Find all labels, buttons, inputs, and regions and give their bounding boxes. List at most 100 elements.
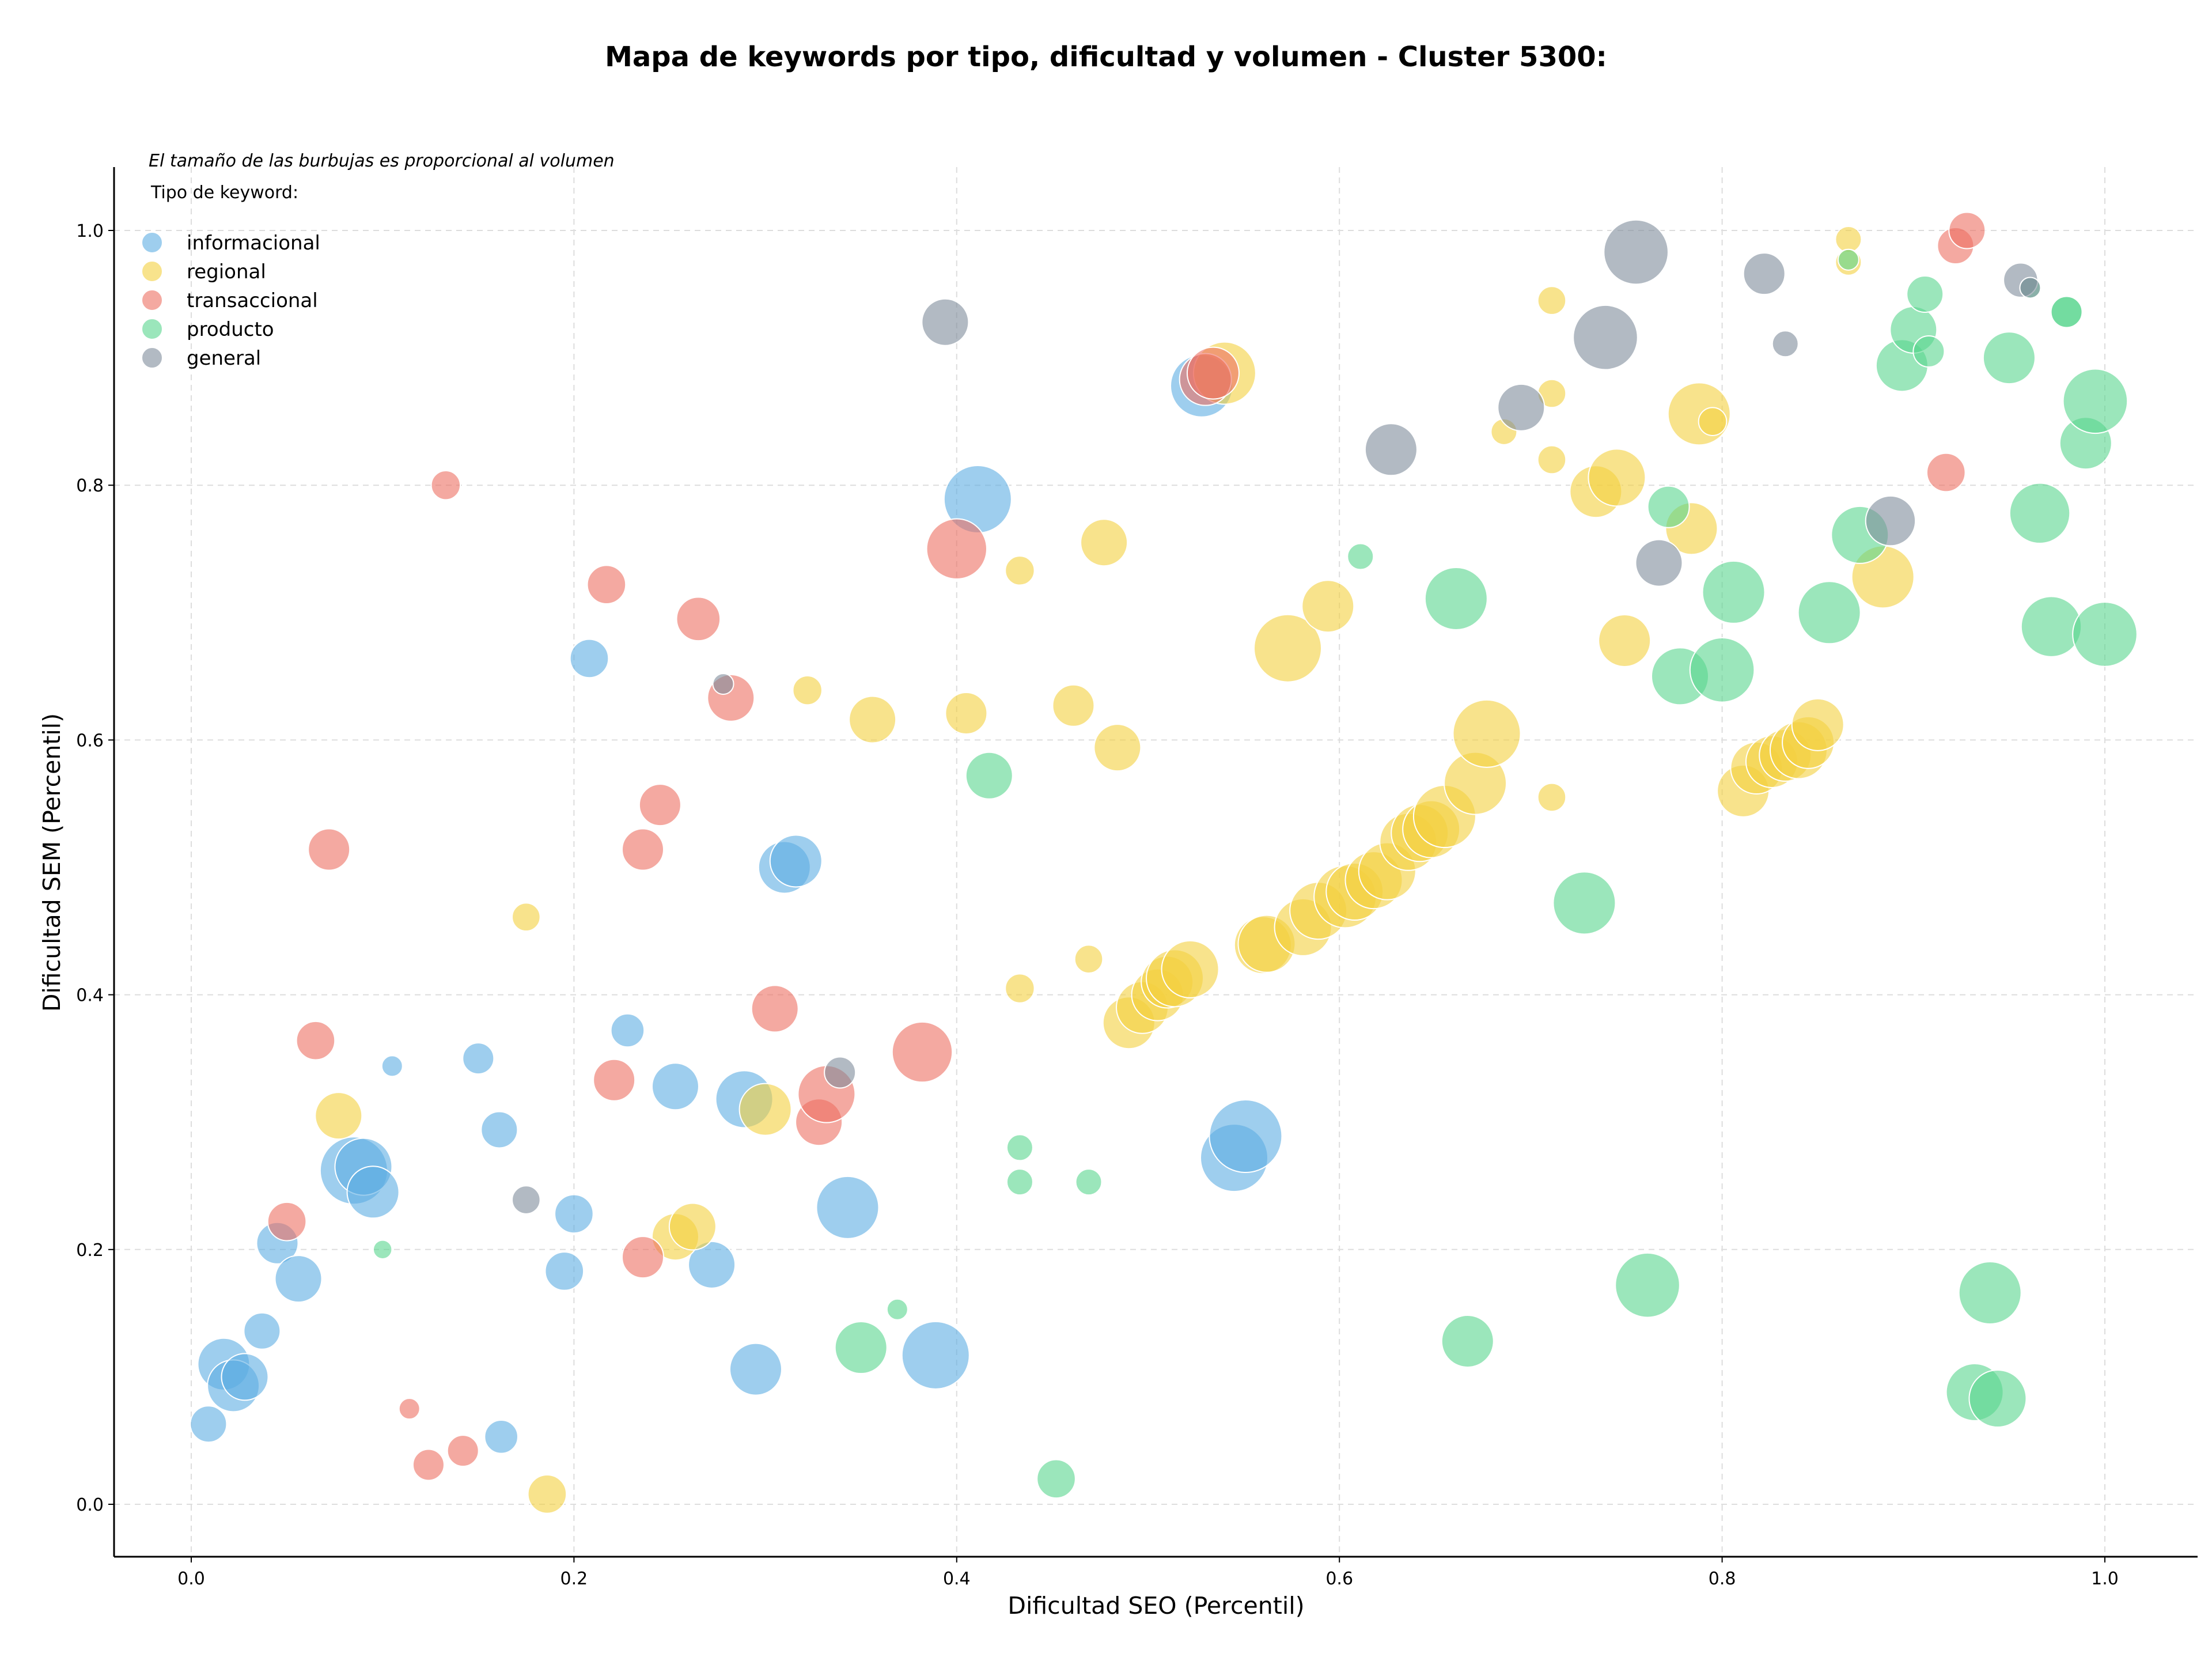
- bubble-regional: [1005, 973, 1035, 1004]
- bubble-general: [512, 1185, 541, 1214]
- x-tick-label: 0.6: [1325, 1569, 1353, 1589]
- bubble-regional: [527, 1474, 567, 1514]
- bubble-regional: [1698, 407, 1728, 436]
- bubble-producto: [1006, 1168, 1033, 1196]
- bubble-informacional: [190, 1405, 228, 1443]
- bubble-informacional: [610, 1013, 645, 1048]
- bubble-informacional: [381, 1055, 403, 1077]
- bubble-informacional: [1209, 1099, 1283, 1174]
- bubble-producto: [373, 1239, 393, 1260]
- y-tick-label: 0.2: [76, 1240, 104, 1261]
- bubble-producto: [1968, 1369, 2027, 1428]
- bubble-transaccional: [308, 828, 351, 871]
- bubble-producto: [1837, 248, 1859, 271]
- bubble-regional: [1005, 555, 1035, 586]
- legend-marker: [141, 318, 163, 340]
- x-ticks: 0.0 0.2 0.4 0.6 0.8 1.0: [177, 1557, 2119, 1589]
- bubble-transaccional: [412, 1448, 445, 1481]
- bubble-regional: [1074, 944, 1104, 974]
- bubble-general: [1603, 219, 1669, 285]
- bubble-transaccional: [621, 1236, 664, 1279]
- bubble-producto: [2062, 368, 2128, 434]
- bubble-informacional: [346, 1166, 400, 1219]
- bubble-producto: [1006, 1134, 1033, 1161]
- bubble-producto: [2050, 296, 2083, 328]
- legend: informacional regional transaccional produc…: [141, 232, 320, 370]
- bubble-producto: [886, 1298, 908, 1321]
- bubble-regional: [792, 675, 823, 706]
- x-tick-label: 0.8: [1709, 1569, 1736, 1589]
- bubble-informacional: [480, 1111, 518, 1149]
- bubble-informacional: [243, 1312, 281, 1350]
- bubble-regional: [668, 1202, 717, 1251]
- legend-title: Tipo de keyword:: [150, 183, 298, 203]
- x-tick-label: 0.2: [560, 1569, 588, 1589]
- bubble-regional: [1537, 286, 1567, 315]
- bubble-regional: [1080, 519, 1128, 567]
- bubble-producto: [1347, 543, 1374, 570]
- bubble-regional: [738, 1083, 792, 1136]
- y-ticks: 0.0 0.2 0.4 0.6 0.8 1.0: [76, 221, 114, 1515]
- bubble-transaccional: [638, 784, 681, 827]
- bubble-regional: [1452, 699, 1521, 768]
- bubble-producto: [1906, 275, 1944, 313]
- y-tick-label: 1.0: [76, 221, 104, 241]
- bubble-regional: [1161, 940, 1219, 998]
- bubble-producto: [1036, 1459, 1076, 1499]
- bubble-general: [921, 298, 969, 346]
- bubbles-layer: [190, 211, 2138, 1514]
- bubble-informacional: [554, 1194, 594, 1234]
- legend-marker: [141, 232, 163, 253]
- bubble-general: [1364, 423, 1418, 476]
- bubble-general: [1865, 495, 1916, 547]
- bubble-regional: [1301, 580, 1355, 633]
- legend-marker: [141, 347, 163, 369]
- bubble-producto: [1647, 485, 1690, 528]
- bubble-general: [1635, 539, 1683, 587]
- bubble-regional: [1598, 614, 1652, 667]
- bubble-regional: [1093, 724, 1142, 772]
- bubble-producto: [1424, 566, 1488, 630]
- bubble-producto: [2009, 482, 2071, 544]
- bubble-transaccional: [446, 1435, 479, 1467]
- bubble-producto: [1982, 331, 2036, 385]
- y-tick-label: 0.0: [76, 1495, 104, 1515]
- bubble-producto: [834, 1321, 888, 1375]
- bubble-transaccional: [751, 985, 799, 1033]
- bubble-transaccional: [430, 470, 461, 501]
- bubble-general: [1771, 330, 1799, 358]
- bubble-informacional: [221, 1353, 269, 1401]
- y-tick-label: 0.6: [76, 731, 104, 751]
- bubble-producto: [1912, 335, 1945, 368]
- x-tick-label: 1.0: [2091, 1569, 2119, 1589]
- bubble-regional: [1253, 614, 1323, 683]
- bubble-transaccional: [1926, 452, 1966, 493]
- bubble-transaccional: [267, 1201, 307, 1242]
- bubble-informacional: [901, 1321, 970, 1390]
- bubble-informacional: [569, 638, 609, 679]
- bubble-producto: [1075, 1168, 1103, 1196]
- bubble-regional: [315, 1092, 363, 1140]
- bubble-informacional: [688, 1240, 736, 1289]
- bubble-regional: [1537, 782, 1567, 812]
- legend-label: producto: [187, 318, 274, 341]
- bubble-producto: [1702, 560, 1766, 624]
- bubble-informacional: [462, 1042, 495, 1075]
- bubble-transaccional: [676, 596, 721, 642]
- bubble-informacional: [274, 1255, 323, 1303]
- bubble-producto: [1689, 637, 1755, 703]
- bubble-transaccional: [926, 518, 988, 580]
- bubble-general: [824, 1056, 857, 1089]
- bubble-general: [1573, 304, 1638, 370]
- bubble-informacional: [651, 1062, 699, 1111]
- legend-label: transaccional: [187, 289, 318, 312]
- chart-title: Mapa de keywords por tipo, dificultad y …: [605, 41, 1607, 73]
- bubble-regional: [1537, 445, 1567, 475]
- axes: [113, 167, 2198, 1558]
- bubble-transaccional: [1186, 346, 1240, 400]
- bubble-informacional: [816, 1175, 880, 1239]
- bubble-regional: [512, 902, 541, 932]
- bubble-producto: [1958, 1261, 2022, 1325]
